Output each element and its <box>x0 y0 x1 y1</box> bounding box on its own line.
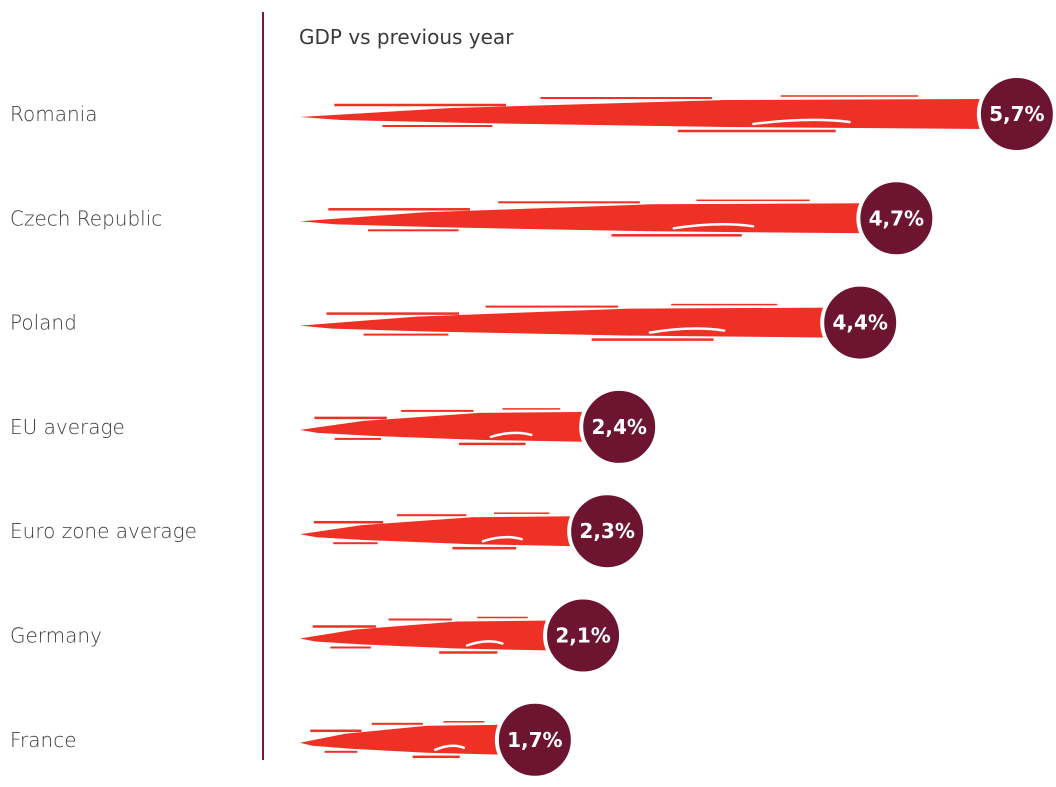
bar <box>300 95 987 133</box>
category-label: France <box>10 728 77 752</box>
bar-row: Euro zone average 2,3% <box>10 491 648 572</box>
value-badge <box>976 74 1056 154</box>
category-label: Euro zone average <box>10 519 197 543</box>
bar-rows: Romania 5,7% Czech Republic 4,7% Poland 4,4% E… <box>10 74 1056 780</box>
bar-row: Germany 2,1% <box>10 595 624 676</box>
value-label: 2,4% <box>591 415 646 439</box>
value-label: 4,4% <box>832 311 887 335</box>
bar <box>300 616 554 654</box>
bar-row: EU average 2,4% <box>10 386 660 467</box>
value-label: 1,7% <box>507 728 562 752</box>
value-badge <box>567 491 648 572</box>
value-badge <box>579 386 660 467</box>
chart-title: GDP vs previous year <box>299 25 514 49</box>
bar <box>300 721 505 759</box>
category-label: Poland <box>10 311 77 335</box>
value-label: 2,3% <box>579 519 634 543</box>
bar <box>300 408 590 446</box>
category-label: Germany <box>10 624 102 648</box>
bar <box>300 303 831 341</box>
value-badge <box>543 595 624 676</box>
bar-row: Romania 5,7% <box>10 74 1056 154</box>
category-label: Romania <box>10 102 97 126</box>
bar <box>300 512 578 550</box>
value-label: 2,1% <box>555 624 610 648</box>
value-badge <box>820 282 901 363</box>
value-label: 5,7% <box>989 102 1044 126</box>
value-label: 4,7% <box>869 206 924 230</box>
bar-row: France 1,7% <box>10 699 575 780</box>
bar-row: Poland 4,4% <box>10 282 901 363</box>
value-badge <box>856 178 937 259</box>
bar-row: Czech Republic 4,7% <box>10 178 937 259</box>
value-badge <box>494 699 575 780</box>
category-label: Czech Republic <box>10 206 162 230</box>
category-label: EU average <box>10 415 125 439</box>
bar <box>300 199 867 237</box>
